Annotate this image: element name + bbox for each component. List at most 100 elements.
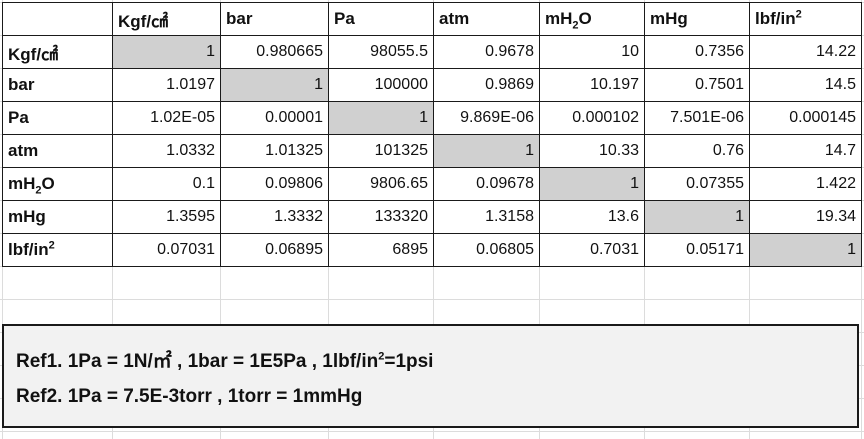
value-cell[interactable]: 0.06895 [220,233,329,267]
value-cell[interactable]: 0.09678 [433,167,540,201]
diagonal-cell[interactable]: 1 [112,35,221,69]
value-cell[interactable]: 0.07031 [112,233,221,267]
column-header-label-base: mH [545,9,573,28]
value-cell[interactable]: 133320 [328,200,434,234]
row-header-label-base: bar [8,75,35,94]
value-cell[interactable]: 1.0332 [112,134,221,168]
column-header[interactable]: Kgf/㎠ [112,2,221,36]
diagonal-cell[interactable]: 1 [220,68,329,102]
value-cell[interactable]: 0.9869 [433,68,540,102]
diagonal-cell[interactable]: 1 [749,233,862,267]
diagonal-cell[interactable]: 1 [644,200,750,234]
value-cell[interactable]: 10.33 [539,134,645,168]
table-row: atm 1.0332 1.01325 101325 1 10.33 0.76 14.7 [2,134,862,168]
ref2-text: Ref2. 1Pa = 7.5E-3torr , 1torr = 1mmHg [16,386,363,407]
column-header[interactable]: mHg [644,2,750,36]
value-cell[interactable]: 0.7501 [644,68,750,102]
column-header-label-tail: O [578,9,592,28]
value-cell[interactable]: 0.000102 [539,101,645,135]
ref2-line: Ref2. 1Pa = 7.5E-3torr , 1torr = 1mmHg [16,379,845,414]
column-header-label-base: bar [226,9,253,28]
value-cell[interactable]: 10 [539,35,645,69]
value-cell[interactable]: 0.000145 [749,101,862,135]
diagonal-cell[interactable]: 1 [328,101,434,135]
row-header-label-base: mHg [8,207,46,226]
table-row: bar 1.0197 1 100000 0.9869 10.197 0.7501 14.5 [2,68,862,102]
ref1-tail: =1psi [384,351,434,372]
row-header[interactable]: Pa [2,101,113,135]
value-cell[interactable]: 1.3595 [112,200,221,234]
table-row: mH2O 0.1 0.09806 9806.65 0.09678 1 0.07355 1.42… [2,167,862,201]
column-header-label-superscript: 2 [795,8,802,21]
value-cell[interactable]: 0.07355 [644,167,750,201]
ref1-text: Ref1. 1Pa = 1N/㎡ , 1bar = 1E5Pa , 1lbf/i… [16,351,379,372]
header-row: Kgf/㎠ bar Pa atm mH2O mHg lbf/in2 [2,2,862,36]
row-header-label-tail: O [41,174,55,193]
pressure-conversion-table: Kgf/㎠ bar Pa atm mH2O mHg lbf/in2 Kgf/㎠ 1 0.9806… [2,2,862,267]
reference-notes-box[interactable]: Ref1. 1Pa = 1N/㎡ , 1bar = 1E5Pa , 1lbf/i… [2,324,859,428]
value-cell[interactable]: 0.7356 [644,35,750,69]
value-cell[interactable]: 0.980665 [220,35,329,69]
value-cell[interactable]: 1.3158 [433,200,540,234]
value-cell[interactable]: 98055.5 [328,35,434,69]
value-cell[interactable]: 9806.65 [328,167,434,201]
value-cell[interactable]: 14.5 [749,68,862,102]
value-cell[interactable]: 1.01325 [220,134,329,168]
ref1-line: Ref1. 1Pa = 1N/㎡ , 1bar = 1E5Pa , 1lbf/i… [16,344,845,379]
value-cell[interactable]: 0.9678 [433,35,540,69]
value-cell[interactable]: 0.7031 [539,233,645,267]
diagonal-cell[interactable]: 1 [539,167,645,201]
row-header[interactable]: atm [2,134,113,168]
column-header[interactable]: Pa [328,2,434,36]
row-header-label-base: Kgf/㎠ [8,44,59,64]
diagonal-cell[interactable]: 1 [433,134,540,168]
value-cell[interactable]: 10.197 [539,68,645,102]
column-header[interactable]: lbf/in2 [749,2,862,36]
value-cell[interactable]: 1.02E-05 [112,101,221,135]
value-cell[interactable]: 0.06805 [433,233,540,267]
value-cell[interactable]: 9.869E-06 [433,101,540,135]
value-cell[interactable]: 0.1 [112,167,221,201]
row-header-label-base: lbf/in [8,240,49,259]
value-cell[interactable]: 1.422 [749,167,862,201]
column-header-label-base: Pa [334,9,355,28]
table-row: Kgf/㎠ 1 0.980665 98055.5 0.9678 10 0.7356 14.22 [2,35,862,69]
value-cell[interactable]: 13.6 [539,200,645,234]
value-cell[interactable]: 0.05171 [644,233,750,267]
value-cell[interactable]: 101325 [328,134,434,168]
value-cell[interactable]: 100000 [328,68,434,102]
row-header-label-subscript: 2 [35,184,42,197]
row-header-label-base: Pa [8,108,29,127]
value-cell[interactable]: 14.7 [749,134,862,168]
column-header[interactable]: bar [220,2,329,36]
row-header[interactable]: mHg [2,200,113,234]
row-header-label-base: mH [8,174,36,193]
value-cell[interactable]: 6895 [328,233,434,267]
value-cell[interactable]: 1.3332 [220,200,329,234]
row-header[interactable]: lbf/in2 [2,233,113,267]
column-header[interactable]: mH2O [539,2,645,36]
column-header-label-base: atm [439,9,470,28]
column-header[interactable]: atm [433,2,540,36]
value-cell[interactable]: 0.76 [644,134,750,168]
column-header-label-subscript: 2 [572,19,579,32]
value-cell[interactable]: 1.0197 [112,68,221,102]
value-cell[interactable]: 0.09806 [220,167,329,201]
column-header-label-base: lbf/in [755,9,796,28]
corner-cell[interactable] [2,2,113,36]
row-header-label-base: atm [8,141,39,160]
row-header[interactable]: Kgf/㎠ [2,35,113,69]
table-row: lbf/in2 0.07031 0.06895 6895 0.06805 0.7031 0.… [2,233,862,267]
value-cell[interactable]: 14.22 [749,35,862,69]
row-header-label-superscript: 2 [48,239,55,252]
row-header[interactable]: bar [2,68,113,102]
value-cell[interactable]: 19.34 [749,200,862,234]
ref1-superscript: 2 [378,350,385,363]
row-header[interactable]: mH2O [2,167,113,201]
column-header-label-base: Kgf/㎠ [118,11,169,31]
value-cell[interactable]: 0.00001 [220,101,329,135]
column-header-label-base: mHg [650,9,688,28]
table-row: mHg 1.3595 1.3332 133320 1.3158 13.6 1 19.34 [2,200,862,234]
value-cell[interactable]: 7.501E-06 [644,101,750,135]
table-row: Pa 1.02E-05 0.00001 1 9.869E-06 0.000102 7.501… [2,101,862,135]
